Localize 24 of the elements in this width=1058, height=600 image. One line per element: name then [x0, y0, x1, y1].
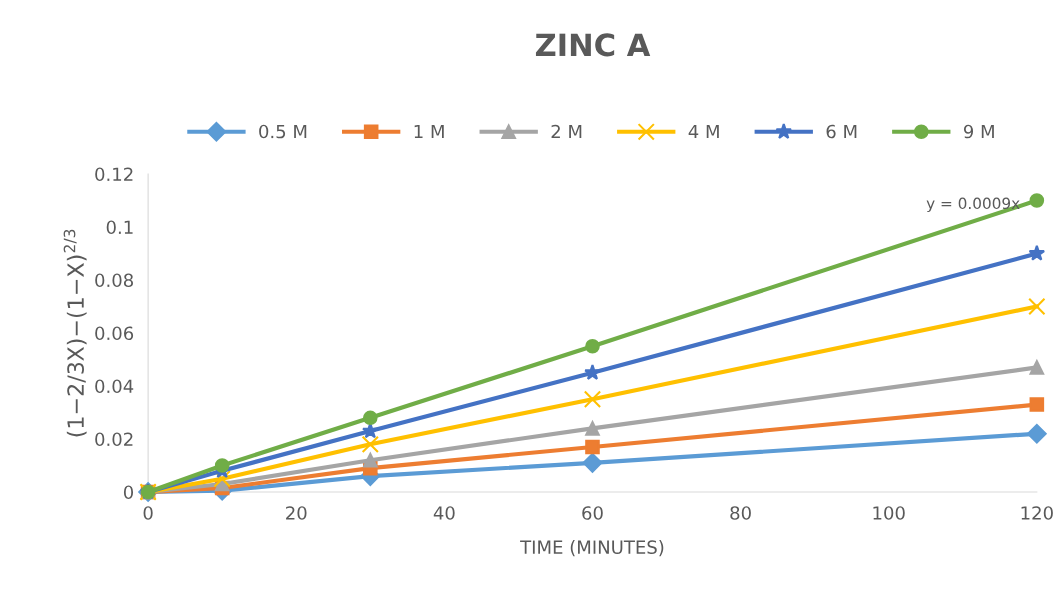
y-tick-label: 0.1 [106, 220, 133, 235]
x-tick-label: 60 [582, 506, 603, 520]
legend-label: 9 M [963, 124, 994, 139]
legend-label: 1 M [414, 124, 444, 139]
x-tick-label: 40 [433, 506, 455, 520]
legend-label: 6 M [826, 124, 857, 139]
y-tick-label: 0.02 [95, 432, 133, 447]
legend-label: 2 M [551, 124, 582, 139]
x-axis-title: TIME (MINUTES) [520, 540, 664, 557]
y-tick-label: 0.06 [95, 326, 134, 341]
y-tick-label: 0 [123, 485, 134, 500]
y-tick-label: 0.04 [95, 379, 134, 394]
x-tick-label: 80 [730, 506, 751, 520]
y-tick-label: 0.08 [95, 273, 133, 288]
annotation: y = 0.0009x [926, 197, 1020, 213]
y-axis-title: (1−2/3X)−(1−X)$^{2/3}$ [63, 229, 87, 437]
x-tick-label: 20 [286, 506, 307, 520]
legend-label: 0.5 M [259, 124, 307, 139]
chart-title: ZINC A [535, 33, 651, 57]
x-tick-label: 0 [143, 506, 153, 520]
y-tick-label: 0.12 [95, 167, 133, 182]
x-tick-label: 120 [1021, 506, 1053, 520]
legend-label: 4 M [688, 124, 719, 139]
x-tick-label: 100 [873, 506, 905, 520]
